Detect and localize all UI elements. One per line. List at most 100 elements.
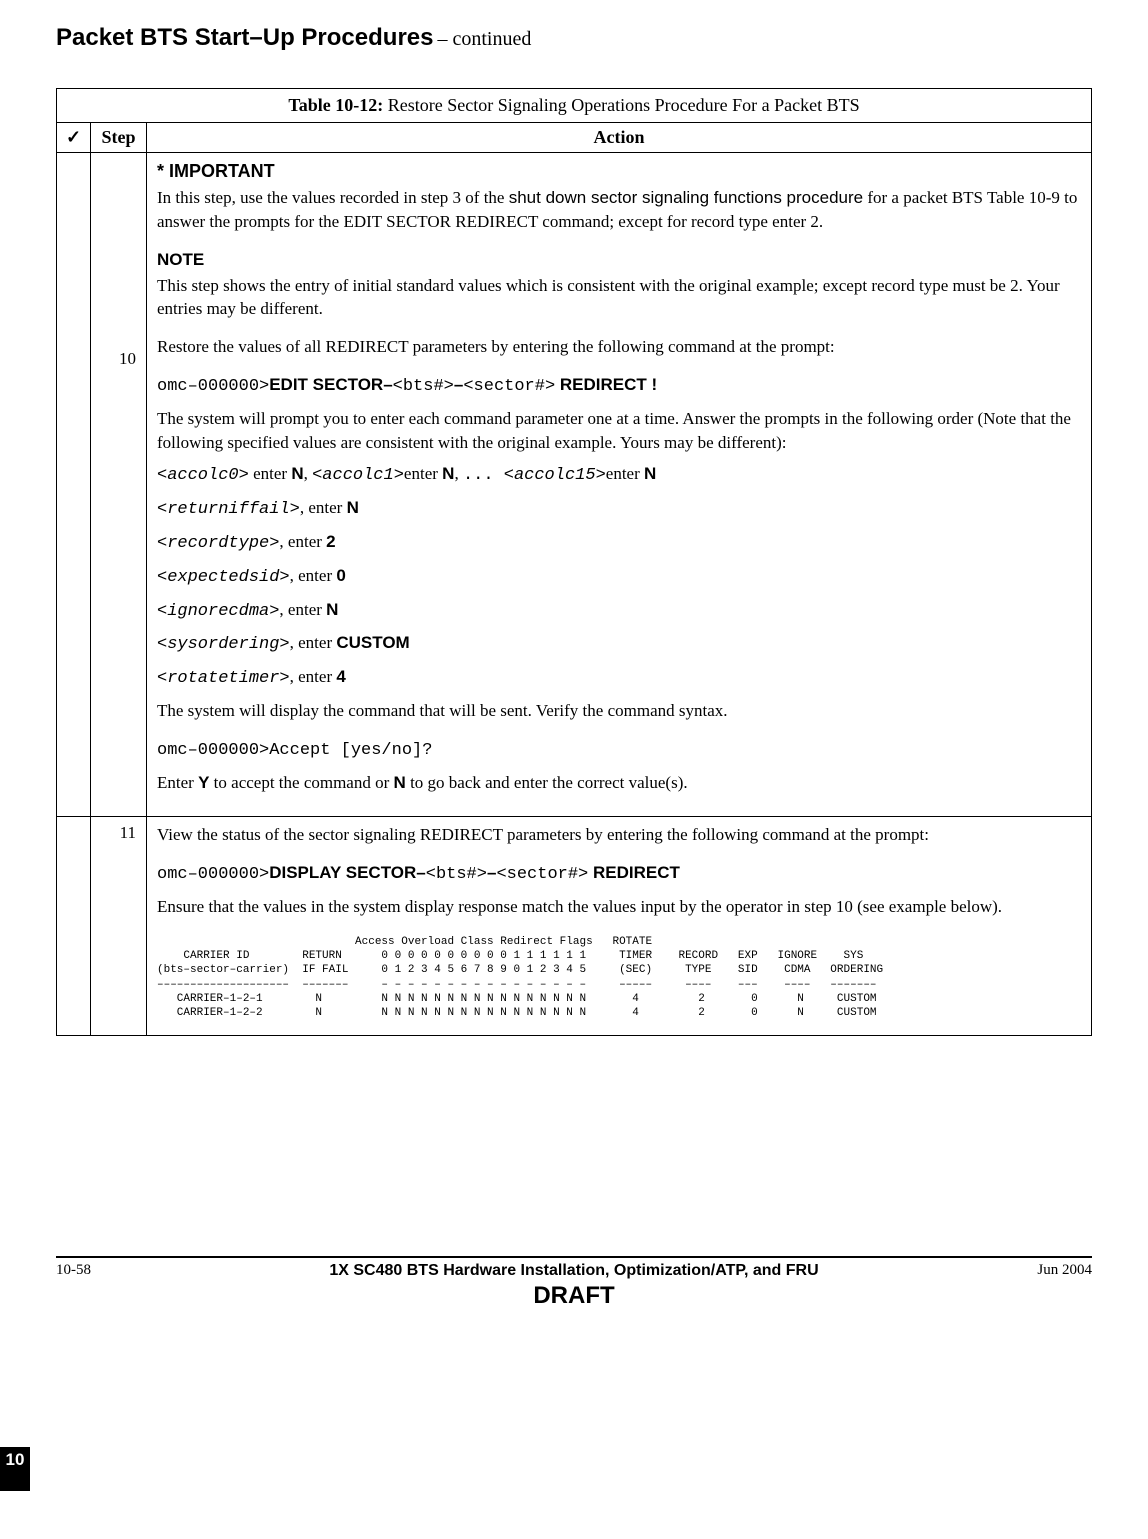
check-column-header: ✓ [57,123,91,153]
value: N [291,464,303,483]
table-caption: Table 10-12: Restore Sector Signaling Op… [57,89,1092,123]
text-fragment: shut down sector signaling functions pro… [509,188,863,207]
param: <accolc1> [312,466,404,485]
text-fragment: , [454,464,463,483]
restore-text: Restore the values of all REDIRECT param… [157,335,1081,359]
page-header: Packet BTS Start–Up Procedures – continu… [56,24,1092,52]
text-fragment: , enter [290,566,337,585]
page-title: Packet BTS Start–Up Procedures [56,24,433,51]
procedure-table: Table 10-12: Restore Sector Signaling Op… [56,88,1092,1036]
text-fragment: , enter [279,532,326,551]
value: N [347,498,359,517]
text-fragment: enter [404,464,442,483]
footer-date: Jun 2004 [972,1262,1092,1279]
action-column-header: Action [147,123,1092,153]
param: <rotatetimer> [157,669,290,688]
page-footer: 10-58 1X SC480 BTS Hardware Installation… [56,1256,1092,1310]
step-cell: 11 [91,817,147,1035]
note-text: This step shows the entry of initial sta… [157,274,1081,322]
edit-command-line: omc–000000>EDIT SECTOR–<bts#>–<sector#> … [157,373,1081,399]
text-fragment: , enter [279,600,326,619]
accolc-line: <accolc0> enter N, <accolc1>enter N, ...… [157,462,1081,488]
footer-center: 1X SC480 BTS Hardware Installation, Opti… [176,1262,972,1310]
display-command-line: omc–000000>DISPLAY SECTOR–<bts#>–<sector… [157,861,1081,887]
check-cell [57,817,91,1035]
table-header-row: ✓ Step Action [57,123,1092,153]
view-text: View the status of the sector signaling … [157,823,1081,847]
value: N [326,600,338,619]
step-column-header: Step [91,123,147,153]
cmd-prefix: omc–000000> [157,377,269,396]
param: <recordtype> [157,534,279,553]
value: N [394,773,406,792]
cmd-keyword: DISPLAY SECTOR– [269,863,426,882]
table-caption-text: Restore Sector Signaling Operations Proc… [383,95,859,115]
table-row: 10 * IMPORTANT In this step, use the val… [57,153,1092,817]
footer-draft: DRAFT [176,1282,972,1310]
text-fragment: , enter [290,633,337,652]
text-fragment: enter [606,464,644,483]
step-number: 11 [120,823,136,842]
accept-command-line: omc–000000>Accept [yes/no]? [157,737,1081,763]
cmd-param: <sector#> [496,865,588,884]
value: Y [198,773,209,792]
text-fragment: to go back and enter the correct value(s… [406,773,688,792]
verify-text: The system will display the command that… [157,699,1081,723]
prompt-text: The system will prompt you to enter each… [157,407,1081,455]
enter-y-text: Enter Y to accept the command or N to go… [157,771,1081,795]
cmd-param: <sector#> [463,377,555,396]
cmd-keyword: REDIRECT [588,863,680,882]
system-output: Access Overload Class Redirect Flags ROT… [157,935,1081,1021]
important-text: In this step, use the values recorded in… [157,186,1081,234]
param: <expectedsid> [157,568,290,587]
param: <returniffail> [157,500,300,519]
value: N [442,464,454,483]
text-fragment: , [304,464,313,483]
ensure-text: Ensure that the values in the system dis… [157,895,1081,919]
text-fragment: to accept the command or [209,773,393,792]
param: <ignorecdma> [157,602,279,621]
value: 0 [336,566,345,585]
page-subtitle: – continued [437,28,531,50]
cmd-keyword: REDIRECT ! [555,375,657,394]
text-fragment: ... [463,466,504,485]
rotatetimer-line: <rotatetimer>, enter 4 [157,665,1081,691]
important-label: * IMPORTANT [157,159,1081,184]
footer-page-number: 10-58 [56,1262,176,1279]
cmd-param: <bts#> [426,865,487,884]
cmd-prefix: omc–000000> [157,865,269,884]
footer-doc-title: 1X SC480 BTS Hardware Installation, Opti… [176,1262,972,1280]
cmd-keyword: EDIT SECTOR– [269,375,392,394]
ignorecdma-line: <ignorecdma>, enter N [157,598,1081,624]
text-fragment: enter [249,464,291,483]
cmd-dash: – [454,375,463,394]
note-label: NOTE [157,248,1081,272]
cmd-prefix: omc–000000> [157,741,269,760]
expectedsid-line: <expectedsid>, enter 0 [157,564,1081,590]
param: <sysordering> [157,635,290,654]
cmd-param: <bts#> [393,377,454,396]
sysordering-line: <sysordering>, enter CUSTOM [157,631,1081,657]
text-fragment: In this step, use the values recorded in… [157,188,509,207]
value: CUSTOM [336,633,409,652]
step-number: 10 [119,349,136,368]
returniffail-line: <returniffail>, enter N [157,496,1081,522]
param: <accolc0> [157,466,249,485]
text-fragment: Enter [157,773,198,792]
recordtype-line: <recordtype>, enter 2 [157,530,1081,556]
chapter-tab: 10 [0,1447,30,1491]
step-cell: 10 [91,153,147,817]
cmd-text: Accept [yes/no]? [269,741,432,760]
table-row: 11 View the status of the sector signali… [57,817,1092,1035]
value: 2 [326,532,335,551]
action-cell: View the status of the sector signaling … [147,817,1092,1035]
table-caption-row: Table 10-12: Restore Sector Signaling Op… [57,89,1092,123]
check-cell [57,153,91,817]
value: 4 [336,667,345,686]
action-cell: * IMPORTANT In this step, use the values… [147,153,1092,817]
text-fragment: , enter [290,667,337,686]
table-caption-label: Table 10-12: [288,95,383,115]
value: N [644,464,656,483]
param: <accolc15> [504,466,606,485]
text-fragment: , enter [300,498,347,517]
